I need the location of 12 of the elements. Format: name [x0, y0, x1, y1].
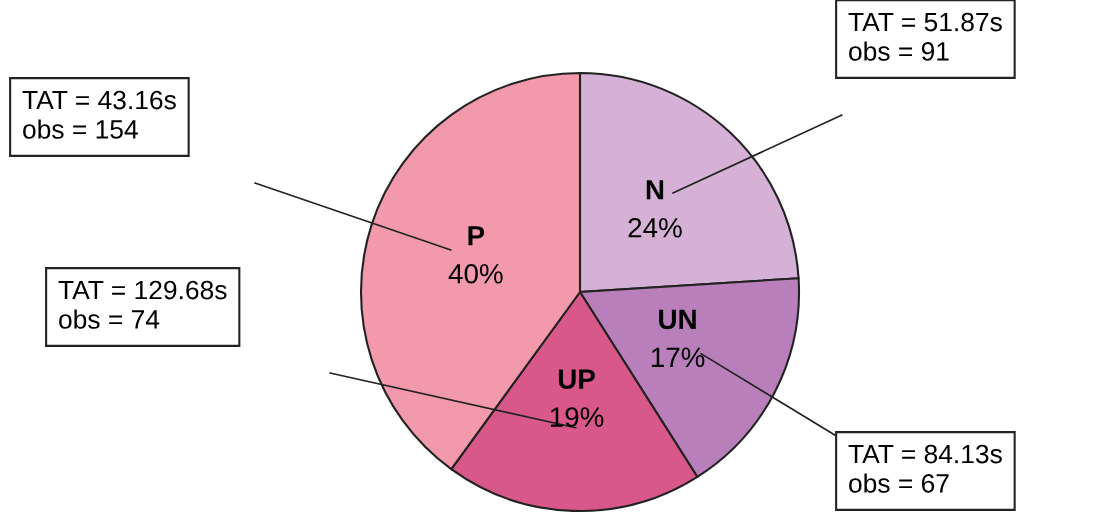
text: TAT = 129.68s obs = 74 — [58, 280, 227, 329]
slice-label: UN — [659, 309, 696, 330]
slice-label: UP — [558, 369, 595, 389]
data-label: 17% — [651, 347, 705, 368]
text: TAT = 51.87s obs = 91 — [848, 12, 1002, 61]
data-label: 19% — [550, 407, 604, 427]
slice-label: N — [646, 180, 664, 200]
data-label: 40% — [448, 263, 503, 284]
slice-label: P — [468, 226, 485, 246]
data-label: 24% — [628, 217, 682, 238]
text: TAT = 84.13s obs = 67 — [848, 444, 1002, 493]
text: TAT = 43.16s obs = 154 — [22, 90, 176, 139]
